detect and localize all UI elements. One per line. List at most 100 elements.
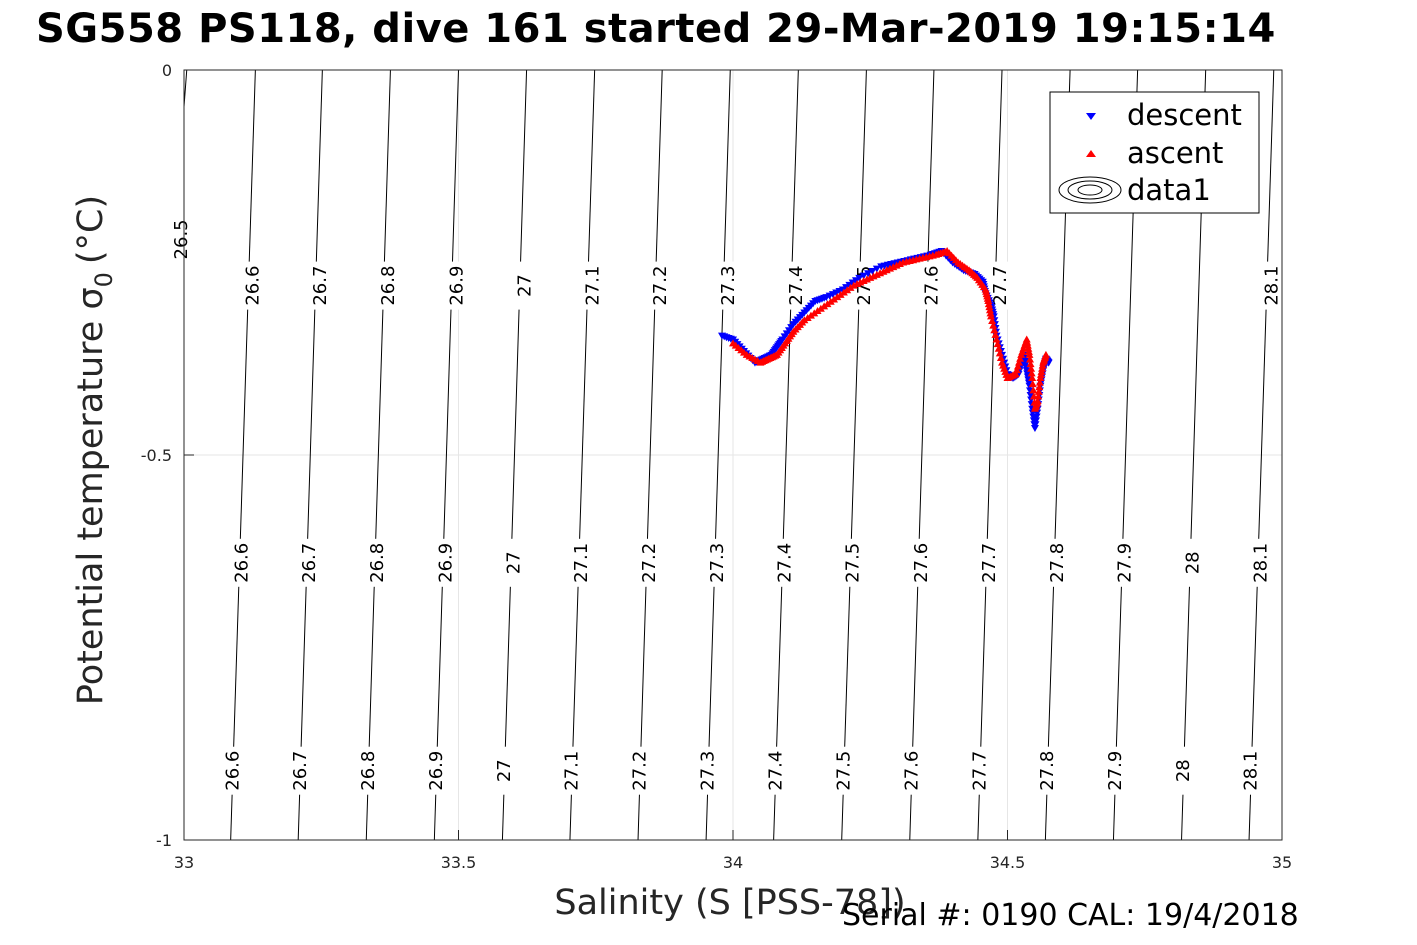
contour-line-27.6 xyxy=(909,69,935,841)
contour-label-bg xyxy=(241,261,264,310)
contour-label-28.1: 28.1 xyxy=(1262,266,1283,306)
contour-label-bg xyxy=(560,746,583,795)
ascent-point xyxy=(1024,347,1033,355)
contour-line-27.1 xyxy=(569,69,596,841)
contour-label-bg xyxy=(764,746,787,795)
ascent-point xyxy=(1033,397,1042,405)
contour-label-27: 27 xyxy=(503,551,524,574)
contour-label-bg xyxy=(1113,538,1136,587)
contour-label-bg xyxy=(298,538,321,587)
contour-label-bg xyxy=(841,538,864,587)
contour-line-27.3 xyxy=(705,69,731,841)
contour-label-27.6: 27.6 xyxy=(901,751,922,791)
y-axis-label-main: Potential temperature σ xyxy=(71,287,111,705)
ascent-point xyxy=(996,353,1005,361)
contour-label-bg xyxy=(909,538,932,587)
contour-label-27.9: 27.9 xyxy=(1114,543,1135,583)
contour-label-bg xyxy=(1104,746,1127,795)
ascent-point xyxy=(1022,335,1031,343)
contour-line-27.2 xyxy=(637,69,663,841)
contour-label-bg xyxy=(513,261,536,310)
ascent-point xyxy=(988,317,997,325)
contour-line-26.7 xyxy=(297,69,323,841)
ascent-point xyxy=(1041,350,1050,358)
contour-label-27: 27 xyxy=(494,759,515,782)
ascent-point xyxy=(985,303,994,311)
contour-label-27.8: 27.8 xyxy=(1037,751,1058,791)
ascent-point xyxy=(991,330,1000,338)
contour-line-27.5 xyxy=(841,69,867,841)
ascent-point xyxy=(1026,355,1035,363)
descent-point xyxy=(1032,417,1041,425)
contour-label-28: 28 xyxy=(1183,551,1204,574)
contour-label-27.4: 27.4 xyxy=(786,266,807,306)
contour-line-27.7 xyxy=(977,69,1003,841)
contour-label-26.9: 26.9 xyxy=(426,751,447,791)
ascent-point xyxy=(984,300,993,308)
contour-label-bg xyxy=(773,538,796,587)
legend-descent-label: descent xyxy=(1127,98,1242,132)
contour-label-bg xyxy=(1249,538,1272,587)
contour-label-27.7: 27.7 xyxy=(990,266,1011,306)
y-tick-label: 0 xyxy=(162,61,172,80)
ascent-point xyxy=(987,312,996,320)
y-axis-label: Potential temperature σ0 (°C) xyxy=(71,195,118,705)
y-tick-label: -1 xyxy=(156,831,172,850)
ascent-point xyxy=(1034,387,1043,395)
contour-label-26.5: 26.5 xyxy=(171,219,192,259)
contour-label-26.9: 26.9 xyxy=(446,266,467,306)
contour-label-27.1: 27.1 xyxy=(571,543,592,583)
contour-label-bg xyxy=(968,746,991,795)
contour-line-27.4 xyxy=(773,69,799,841)
contour-label-bg xyxy=(434,538,457,587)
contour-label-28.1: 28.1 xyxy=(1251,543,1272,583)
contour-label-27.3: 27.3 xyxy=(718,266,739,306)
ascent-point xyxy=(1011,370,1020,378)
ascent-point xyxy=(994,344,1003,352)
contour-label-bg xyxy=(988,261,1011,310)
y-axis-label-subscript: 0 xyxy=(90,272,118,287)
ascent-point xyxy=(1023,338,1032,346)
contour-label-bg xyxy=(309,261,332,310)
descent-point xyxy=(859,272,868,280)
ascent-point xyxy=(1026,360,1035,368)
contour-label-26.6: 26.6 xyxy=(222,751,243,791)
contour-label-26.7: 26.7 xyxy=(290,751,311,791)
x-axis-label: Salinity (S [PSS-78]) xyxy=(554,883,905,923)
chart-title: SG558 PS118, dive 161 started 29-Mar-201… xyxy=(36,6,1276,52)
ascent-point xyxy=(1035,378,1044,386)
contour-label-bg xyxy=(230,538,253,587)
contour-label-bg xyxy=(900,746,923,795)
contour-label-bg xyxy=(628,746,651,795)
legend-contour-icon xyxy=(1058,176,1122,204)
contour-label-bg xyxy=(502,538,525,587)
ascent-point xyxy=(984,297,993,304)
contour-label-bg xyxy=(1239,746,1262,795)
ascent-point xyxy=(1012,366,1021,374)
contour-label-26.9: 26.9 xyxy=(435,543,456,583)
ascent-point xyxy=(1015,358,1024,366)
descent-point xyxy=(855,274,864,282)
ascent-point xyxy=(992,335,1001,343)
x-tick-label: 33.5 xyxy=(441,853,477,872)
ascent-point xyxy=(1024,344,1033,352)
contour-label-bg xyxy=(706,538,729,587)
descent-point xyxy=(1031,421,1040,429)
contour-label-27.6: 27.6 xyxy=(911,543,932,583)
contour-label-27.1: 27.1 xyxy=(562,751,583,791)
x-tick-label: 34 xyxy=(723,853,743,872)
contour-label-27.1: 27.1 xyxy=(582,266,603,306)
ascent-point xyxy=(1027,364,1036,372)
x-tick-label: 33 xyxy=(174,853,194,872)
contour-label-bg xyxy=(569,538,592,587)
descent-point xyxy=(868,267,877,275)
contour-label-bg xyxy=(977,538,1000,587)
descent-point xyxy=(1032,413,1041,421)
contour-line-26.8 xyxy=(365,69,391,841)
density-contour-labels: 26.5 26.6 26.6 26.6 26.7 26.7 26.7 26.8 26.8 26.8… xyxy=(170,215,1283,795)
data-points xyxy=(718,246,1053,433)
y-tick-label: -0.5 xyxy=(141,446,172,465)
contour-label-27.2: 27.2 xyxy=(650,266,671,306)
contour-label-27.2: 27.2 xyxy=(630,751,651,791)
contour-label-27.3: 27.3 xyxy=(698,751,719,791)
